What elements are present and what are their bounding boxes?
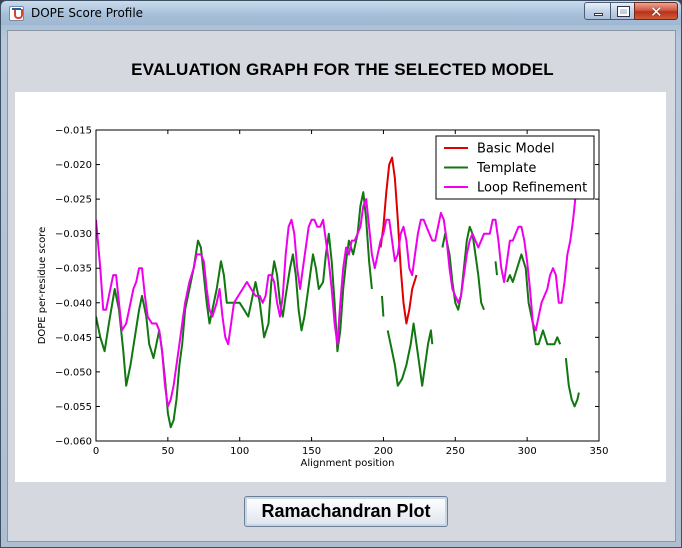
x-axis-label: Alignment position bbox=[300, 458, 394, 469]
maximize-button[interactable] bbox=[610, 2, 635, 20]
y-tick-label: −0.045 bbox=[55, 333, 92, 344]
y-tick-label: −0.020 bbox=[55, 160, 92, 171]
y-tick-label: −0.035 bbox=[55, 264, 92, 275]
series-line-template bbox=[386, 322, 434, 387]
series-line-template bbox=[494, 261, 498, 276]
y-tick-label: −0.040 bbox=[55, 298, 92, 309]
series-line-template bbox=[381, 295, 385, 317]
y-tick-label: −0.015 bbox=[55, 126, 92, 137]
y-tick-label: −0.050 bbox=[55, 367, 92, 378]
series-line-loop-refinement bbox=[96, 192, 577, 408]
minimize-button[interactable] bbox=[584, 2, 611, 20]
x-tick-label: 300 bbox=[518, 446, 537, 457]
y-tick-label: −0.025 bbox=[55, 195, 92, 206]
java-app-icon bbox=[9, 6, 24, 21]
x-tick-label: 100 bbox=[230, 446, 249, 457]
x-tick-label: 250 bbox=[446, 446, 465, 457]
window-title: DOPE Score Profile bbox=[31, 6, 144, 20]
graph-heading: EVALUATION GRAPH FOR THE SELECTED MODEL bbox=[131, 60, 554, 79]
x-tick-label: 150 bbox=[302, 446, 321, 457]
series-line-template bbox=[564, 357, 580, 408]
close-icon: ✕ bbox=[650, 3, 663, 21]
x-tick-label: 50 bbox=[161, 446, 174, 457]
legend-entry: Template bbox=[476, 161, 536, 176]
maximize-icon bbox=[617, 6, 630, 17]
plot-frame bbox=[95, 129, 600, 442]
y-tick-label: −0.055 bbox=[55, 402, 92, 413]
x-tick-label: 0 bbox=[93, 446, 99, 457]
y-axis-label: DOPE per-residue score bbox=[37, 227, 48, 345]
series-line-template bbox=[96, 191, 373, 429]
dope-score-chart: 0 50 100 150 200 250 300 350 −0.015 −0.020 −0.025 −… bbox=[37, 126, 609, 470]
series-line-basic-model bbox=[379, 156, 418, 325]
x-tick-label: 350 bbox=[589, 446, 608, 457]
legend-entry: Loop Refinement bbox=[477, 181, 587, 196]
ramachandran-plot-button[interactable]: Ramachandran Plot bbox=[244, 496, 448, 527]
client-area: EVALUATION GRAPH FOR THE SELECTED MODEL … bbox=[7, 30, 676, 542]
chart-panel: 0 50 100 150 200 250 300 350 −0.015 −0.020 −0.025 −… bbox=[15, 92, 666, 482]
y-tick-label: −0.060 bbox=[55, 437, 92, 448]
close-button[interactable]: ✕ bbox=[634, 2, 678, 21]
x-tick-label: 200 bbox=[374, 446, 393, 457]
title-bar[interactable]: DOPE Score Profile ✕ bbox=[1, 1, 681, 25]
minimize-icon bbox=[594, 13, 603, 16]
y-tick-label: −0.030 bbox=[55, 229, 92, 240]
series-line-template bbox=[506, 253, 562, 346]
legend-entry: Basic Model bbox=[477, 142, 555, 157]
